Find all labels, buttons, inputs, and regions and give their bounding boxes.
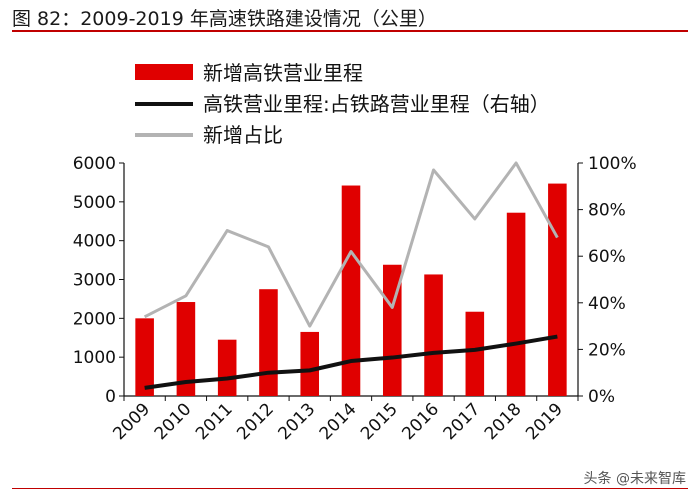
legend-label-mileage-share: 高铁营业里程:占铁路营业里程（右轴）: [203, 92, 550, 116]
lines: [143, 161, 559, 390]
y-right-tick-label: 100%: [588, 154, 637, 174]
y-left-tick-label: 1000: [73, 348, 116, 368]
chart-title: 图 82：2009-2019 年高速铁路建设情况（公里）: [12, 8, 437, 30]
bar: [217, 339, 237, 396]
bar: [548, 183, 567, 396]
bar: [465, 311, 485, 396]
y-left-tick-label: 5000: [73, 193, 116, 213]
y-left-tick-label: 6000: [73, 154, 116, 174]
legend: 新增高铁营业里程 高铁营业里程:占铁路营业里程（右轴） 新增占比: [135, 61, 550, 147]
bar: [341, 185, 361, 396]
line-new-share: [143, 161, 559, 328]
x-tick-label: 2009: [109, 399, 154, 444]
bars: [135, 183, 567, 396]
title-rule: [12, 30, 688, 32]
y-right-tick-label: 20%: [588, 340, 626, 360]
bar: [259, 289, 278, 396]
x-tick-label: 2015: [357, 399, 402, 444]
bottom-rule: [12, 488, 688, 489]
legend-label-new-share: 新增占比: [203, 123, 283, 147]
bar: [135, 318, 154, 396]
bar: [176, 302, 196, 396]
y-right-tick-label: 60%: [588, 247, 626, 267]
x-tick-label: 2013: [275, 399, 320, 444]
legend-label-new-mileage: 新增高铁营业里程: [203, 61, 363, 85]
y-left-tick-label: 0: [105, 387, 116, 407]
line-mileage-share: [144, 334, 558, 390]
x-tick-label: 2016: [398, 399, 443, 444]
x-tick-label: 2014: [316, 399, 361, 444]
x-tick-label: 2010: [151, 399, 196, 444]
bar: [424, 274, 443, 396]
y-left-tick-label: 3000: [73, 271, 116, 291]
y-right-tick-label: 80%: [588, 201, 626, 221]
bar: [382, 264, 402, 396]
x-tick-label: 2018: [481, 399, 526, 444]
legend-bar-swatch: [135, 64, 193, 80]
x-tick-label: 2017: [440, 399, 485, 444]
y-left-tick-label: 4000: [73, 232, 116, 252]
bar: [506, 212, 526, 396]
watermark: 头条 @未来智库: [583, 471, 686, 487]
bar: [300, 331, 320, 396]
y-right-tick-label: 40%: [588, 294, 626, 314]
y-right-tick-label: 0%: [588, 387, 615, 407]
x-tick-label: 2012: [233, 399, 278, 444]
x-tick-label: 2011: [192, 399, 237, 444]
y-left-tick-label: 2000: [73, 309, 116, 329]
x-tick-label: 2019: [522, 399, 567, 444]
